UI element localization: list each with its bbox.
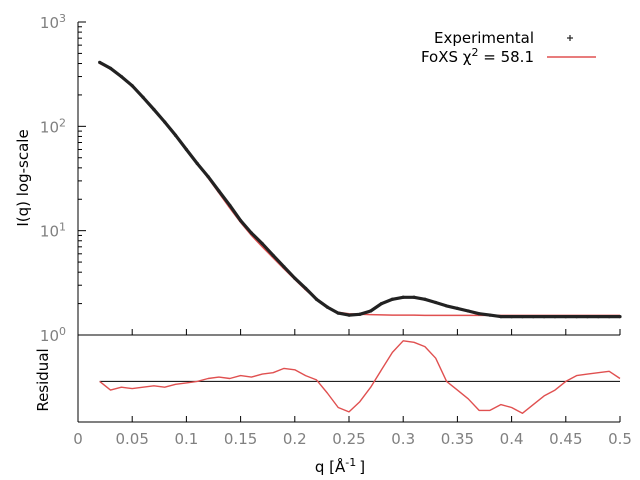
experimental-point: [217, 189, 221, 193]
experimental-point: [553, 315, 557, 319]
experimental-point: [531, 315, 535, 319]
y-tick-label-exponent: 0: [59, 325, 66, 338]
experimental-point: [304, 286, 308, 290]
experimental-point: [325, 305, 329, 309]
legend-label-foxs-main: FoXS χ: [421, 48, 472, 66]
y-tick-label: 102: [40, 116, 66, 137]
legend-label-experimental: Experimental: [434, 29, 534, 47]
experimental-point: [520, 315, 525, 319]
x-tick-label: 0.45: [549, 430, 582, 448]
experimental-point: [412, 295, 416, 299]
experimental-point: [249, 231, 254, 235]
experimental-point: [347, 313, 351, 317]
experimental-point: [260, 242, 264, 246]
legend-label-foxs-suffix: = 58.1: [478, 48, 534, 66]
experimental-points-trace: [98, 60, 620, 319]
experimental-point: [108, 66, 113, 70]
experimental-point: [499, 315, 503, 319]
residual-plot-area: [99, 340, 621, 414]
y-tick-label-exponent: 1: [59, 220, 66, 233]
experimental-point: [206, 174, 210, 179]
experimental-point: [369, 309, 373, 313]
legend: Experimental FoXS χ2 = 58.1: [421, 29, 596, 66]
y-tick-label-base: 10: [40, 327, 59, 345]
experimental-point: [336, 311, 340, 315]
experimental-point: [510, 315, 514, 319]
legend-label-foxs-superscript: 2: [471, 46, 478, 59]
experimental-point: [228, 203, 232, 207]
experimental-point: [564, 315, 568, 319]
x-axis-label-close: ]: [359, 458, 365, 476]
experimental-point: [401, 295, 405, 299]
y-tick-label-base: 10: [40, 223, 59, 241]
x-tick-label: 0.05: [115, 430, 148, 448]
experimental-point: [444, 304, 449, 308]
experimental-point: [184, 147, 188, 152]
x-ticks: 0 0.05 0.1 0.15 0.2 0.25 0.3 0.35 0.4 0.45 0.5: [73, 329, 632, 448]
experimental-point: [239, 218, 243, 223]
experimental-point: [466, 309, 470, 313]
experimental-point: [477, 312, 481, 316]
residual-line: [99, 340, 621, 414]
x-axis-label-main: q [Å: [315, 457, 346, 476]
experimental-point: [542, 315, 546, 319]
experimental-point: [596, 315, 600, 319]
experimental-point: [488, 313, 492, 317]
residual-y-axis-label: Residual: [34, 348, 52, 411]
experimental-point: [575, 315, 579, 319]
experimental-point: [195, 161, 199, 166]
y-tick-label-exponent: 2: [59, 116, 66, 129]
experimental-point: [607, 315, 611, 319]
x-axis-label: q [Å-1]: [315, 456, 365, 477]
experimental-point: [293, 276, 297, 280]
y-tick-label: 103: [40, 12, 66, 33]
experimental-point: [618, 315, 622, 319]
x-tick-label: 0.3: [391, 430, 415, 448]
experimental-point: [423, 297, 427, 301]
experimental-point: [98, 60, 102, 64]
experimental-point: [358, 312, 362, 316]
experimental-point: [314, 297, 319, 301]
experimental-point: [119, 74, 123, 79]
experimental-point: [141, 95, 145, 99]
x-tick-label: 0.5: [608, 430, 632, 448]
experimental-point: [130, 84, 134, 88]
experimental-point: [163, 120, 167, 124]
x-axis-label-superscript: -1: [345, 456, 356, 469]
x-tick-label: 0: [73, 430, 83, 448]
y-tick-label-exponent: 3: [59, 12, 66, 25]
experimental-point: [173, 133, 178, 137]
x-tick-label: 0.1: [174, 430, 198, 448]
experimental-point: [379, 301, 384, 306]
experimental-point: [390, 297, 394, 301]
experimental-point: [152, 107, 156, 112]
y-tick-label: 100: [40, 325, 66, 346]
x-tick-label: 0.35: [441, 430, 474, 448]
legend-label-foxs: FoXS χ2 = 58.1: [421, 46, 534, 67]
x-tick-label: 0.25: [332, 430, 365, 448]
x-tick-label: 0.15: [224, 430, 257, 448]
experimental-point: [585, 315, 590, 319]
x-tick-label: 0.4: [500, 430, 524, 448]
foxs-fit-line: [99, 62, 620, 317]
y-tick-label-base: 10: [40, 118, 59, 136]
experimental-point: [282, 265, 286, 269]
legend-marker-experimental: [567, 35, 573, 41]
y-tick-label-base: 10: [40, 14, 59, 32]
experimental-point: [271, 253, 275, 257]
experimental-point: [455, 306, 459, 310]
main-plot-area: [98, 60, 622, 319]
x-tick-label: 0.2: [283, 430, 307, 448]
main-y-axis-label: I(q) log-scale: [14, 129, 32, 226]
y-tick-label: 101: [40, 220, 66, 241]
experimental-point: [434, 300, 438, 305]
